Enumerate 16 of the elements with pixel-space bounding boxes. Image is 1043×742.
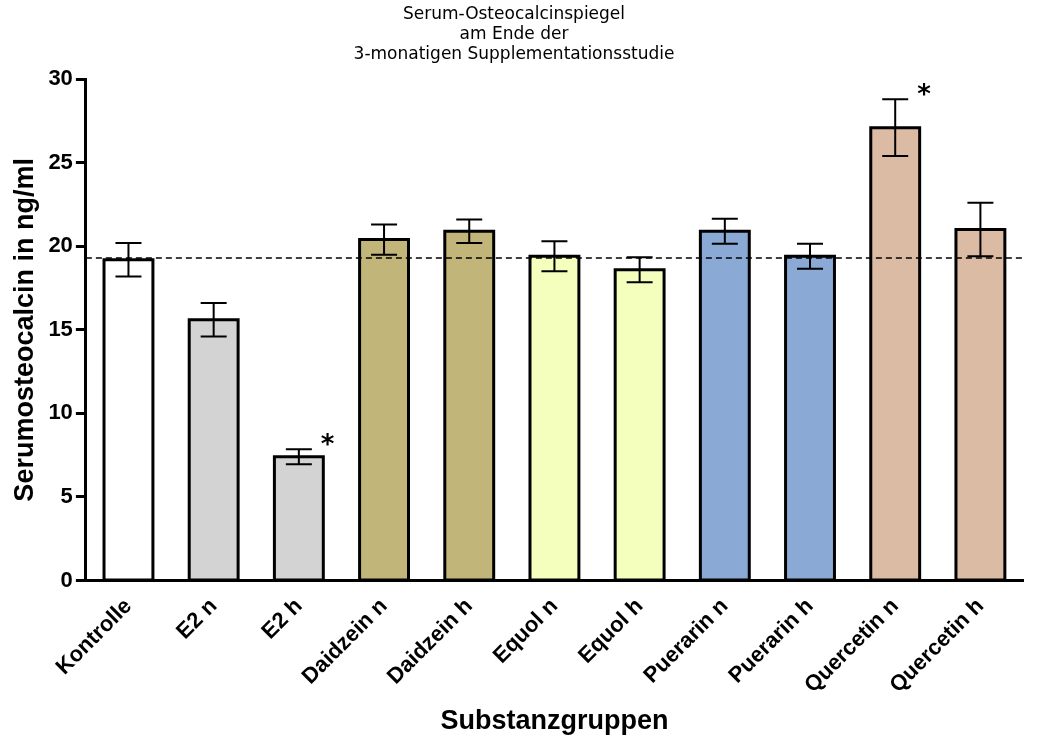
text: am Ende der	[459, 23, 569, 44]
y-tick-label: 30	[48, 65, 73, 91]
text: 3-monatigen Supplementationsstudie	[353, 43, 675, 64]
y-axis-title: Serumosteocalcin in ng/ml	[8, 158, 39, 502]
annotation: *	[320, 429, 335, 460]
y-tick-label: 0	[60, 566, 73, 592]
y-tick-label: 5	[60, 483, 73, 509]
x-axis-title: Substanzgruppen	[440, 705, 669, 736]
annotation: *	[917, 79, 932, 110]
y-tick-label: 15	[48, 315, 73, 341]
x-tick-label: E2 h	[256, 592, 307, 644]
y-tick-label: 10	[48, 399, 73, 425]
text: Serum-Osteocalcinspiegel	[402, 2, 626, 23]
x-tick-label: E2 n	[170, 592, 222, 644]
y-tick-label: 20	[48, 232, 73, 258]
y-tick-label: 25	[48, 148, 73, 174]
